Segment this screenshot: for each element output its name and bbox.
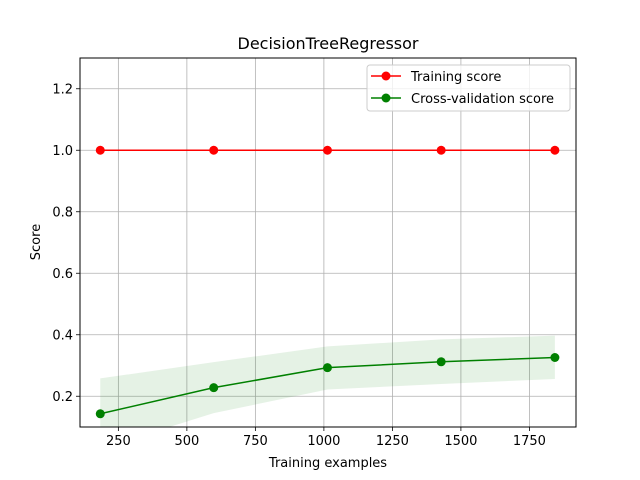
x-axis-label: Training examples (268, 456, 387, 471)
y-tick-label: 0.4 (52, 328, 73, 343)
x-tick-label: 500 (174, 434, 199, 449)
point-cv (550, 353, 560, 363)
x-tick-label: 750 (243, 434, 268, 449)
legend-marker-training (381, 71, 391, 81)
legend-label-cv: Cross-validation score (411, 92, 554, 107)
legend-box (366, 64, 571, 112)
series-markers (95, 145, 560, 419)
y-axis-label: Score (29, 224, 44, 260)
chart-title: DecisionTreeRegressor (238, 34, 419, 53)
point-cv (436, 357, 446, 367)
y-tick-label: 1.2 (52, 82, 73, 97)
point-training (95, 145, 105, 155)
y-tick-label: 1.0 (52, 144, 73, 159)
x-tick-label: 1500 (444, 434, 477, 449)
y-tick-label: 0.6 (52, 267, 73, 282)
plot-frame (79, 57, 577, 428)
x-tick-label: 1750 (513, 434, 546, 449)
point-cv (95, 409, 105, 419)
point-training (209, 145, 219, 155)
legend-marker-cv (381, 93, 391, 103)
band-cv (100, 335, 555, 427)
x-axis-ticks: 250 500 750 1000 1250 1500 1750 (106, 427, 546, 449)
legend: Training score Cross-validation score (366, 64, 571, 112)
point-training (322, 145, 332, 155)
point-cv (209, 383, 219, 393)
score-bands (100, 335, 555, 427)
y-axis-ticks: 0.2 0.4 0.6 0.8 1.0 1.2 (52, 82, 80, 405)
point-training (436, 145, 446, 155)
x-tick-label: 1250 (376, 434, 409, 449)
legend-label-training: Training score (410, 70, 501, 85)
y-tick-label: 0.2 (52, 390, 73, 405)
y-tick-label: 0.8 (52, 205, 73, 220)
x-tick-label: 1000 (307, 434, 340, 449)
point-cv (322, 363, 332, 373)
point-training (550, 145, 560, 155)
x-tick-label: 250 (106, 434, 131, 449)
